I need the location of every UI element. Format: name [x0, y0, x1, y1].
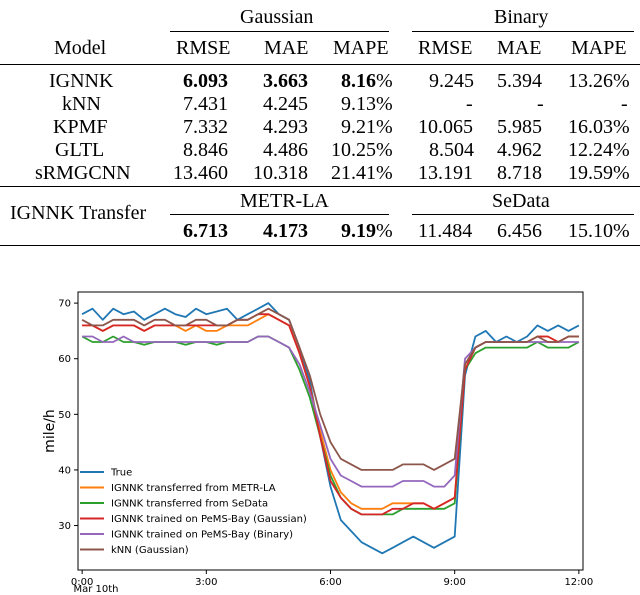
- table-cell: 4.173: [263, 220, 308, 242]
- plot-frame: [77, 291, 584, 571]
- cell-percent: %: [376, 220, 393, 242]
- table-cell: 13.26%: [568, 70, 630, 92]
- table-cell: 7.332: [183, 116, 228, 138]
- table-cell: -: [537, 93, 544, 115]
- y-tick-label: 70: [58, 299, 71, 310]
- table-cell: -: [466, 93, 473, 115]
- table-cell: 10.25%: [331, 139, 393, 161]
- x-tick-label: 0:00: [71, 577, 93, 588]
- table-cell: 3.663: [263, 70, 308, 92]
- table-cell: 10.065: [418, 116, 473, 138]
- row-model-name: sRMGCNN: [35, 162, 131, 184]
- rule-header-bottom: [0, 64, 640, 65]
- table-cell: 9.13%: [341, 93, 393, 115]
- table-cell: 8.16%: [341, 70, 393, 92]
- row-model-name: IGNNK: [49, 70, 114, 92]
- table-cell: 13.460: [173, 162, 228, 184]
- rule-metr-la: [170, 214, 389, 215]
- transfer-label: IGNNK Transfer: [10, 202, 147, 224]
- x-tick-label: 3:00: [195, 577, 217, 588]
- legend-entry: IGNNK transferred from METR-LA: [111, 483, 276, 494]
- legend-entry: True: [110, 468, 132, 479]
- table-cell: 15.10%: [568, 220, 630, 242]
- table-cell: -: [621, 93, 628, 115]
- metric-header: MAPE: [571, 37, 627, 59]
- x-axis-sublabel: Mar 10th: [73, 584, 118, 595]
- table-cell: 4.245: [263, 93, 308, 115]
- rule-sedata: [412, 214, 634, 215]
- transfer-group-header-metr-la: METR-LA: [240, 190, 329, 212]
- table-cell: 9.245: [429, 70, 474, 92]
- metric-header: RMSE: [176, 37, 231, 59]
- table-cell: 8.718: [497, 162, 542, 184]
- table-cell: 8.504: [429, 139, 474, 161]
- legend-entry: IGNNK trained on PeMS-Bay (Gaussian): [111, 514, 307, 525]
- table-cell: 10.318: [253, 162, 308, 184]
- cell-percent: %: [376, 70, 393, 92]
- y-tick-label: 30: [58, 521, 71, 532]
- table-cell: 19.59%: [568, 162, 630, 184]
- metric-header: MAPE: [333, 37, 389, 59]
- table-cell: 9.21%: [341, 116, 393, 138]
- rule-table-bottom: [0, 245, 640, 246]
- table-cell: 7.431: [183, 93, 228, 115]
- rule-binary: [412, 31, 634, 32]
- table-cell: 12.24%: [568, 139, 630, 161]
- x-axis: 0:00 3:00 6:00 9:00 12:00: [71, 570, 593, 588]
- table-cell: 4.486: [263, 139, 308, 161]
- group-header-gaussian: Gaussian: [240, 6, 314, 28]
- y-axis-label: mile/h: [42, 409, 58, 453]
- y-axis: 30 40 50 60 70: [58, 299, 78, 532]
- table-cell: 9.19%: [341, 220, 393, 242]
- series-group: [81, 302, 580, 555]
- table-cell: 11.484: [418, 220, 473, 242]
- legend-entry: IGNNK transferred from SeData: [111, 499, 268, 510]
- row-model-name: GLTL: [55, 139, 105, 161]
- table-cell: 4.293: [263, 116, 308, 138]
- table-cell: 5.394: [497, 70, 542, 92]
- metric-header: MAE: [497, 37, 542, 59]
- x-tick-label: 6:00: [319, 577, 341, 588]
- table-cell: 21.41%: [331, 162, 393, 184]
- y-tick-label: 50: [58, 410, 71, 421]
- table-cell: 6.713: [183, 220, 228, 242]
- x-tick-label: 12:00: [564, 577, 593, 588]
- model-column-header: Model: [54, 37, 107, 59]
- group-header-binary: Binary: [494, 6, 549, 28]
- series-line: [82, 335, 579, 488]
- row-model-name: KPMF: [53, 116, 108, 138]
- cell-number: 9.19: [341, 220, 376, 242]
- metric-header: RMSE: [418, 37, 473, 59]
- cell-number: 8.16: [341, 70, 376, 92]
- series-line: [81, 307, 579, 471]
- legend-entry: kNN (Gaussian): [111, 545, 189, 556]
- chart-legend: True IGNNK transferred from METR-LA IGNNK …: [80, 468, 307, 556]
- table-cell: 5.985: [497, 116, 542, 138]
- x-tick-label: 9:00: [443, 577, 465, 588]
- transfer-group-header-sedata: SeData: [492, 190, 550, 212]
- y-tick-label: 40: [58, 465, 71, 476]
- table-cell: 6.456: [497, 220, 542, 242]
- y-tick-label: 60: [58, 354, 71, 365]
- rule-body-bottom: [0, 186, 640, 187]
- row-model-name: kNN: [62, 93, 101, 115]
- table-cell: 4.962: [497, 139, 542, 161]
- rule-gaussian: [170, 31, 389, 32]
- table-cell: 13.191: [418, 162, 473, 184]
- results-table: Gaussian Binary Model RMSE MAE MAPE RMSE…: [0, 0, 640, 250]
- metric-header: MAE: [264, 37, 309, 59]
- table-cell: 16.03%: [568, 116, 630, 138]
- table-cell: 8.846: [183, 139, 228, 161]
- table-cell: 6.093: [183, 70, 228, 92]
- legend-entry: IGNNK trained on PeMS-Bay (Binary): [111, 530, 293, 541]
